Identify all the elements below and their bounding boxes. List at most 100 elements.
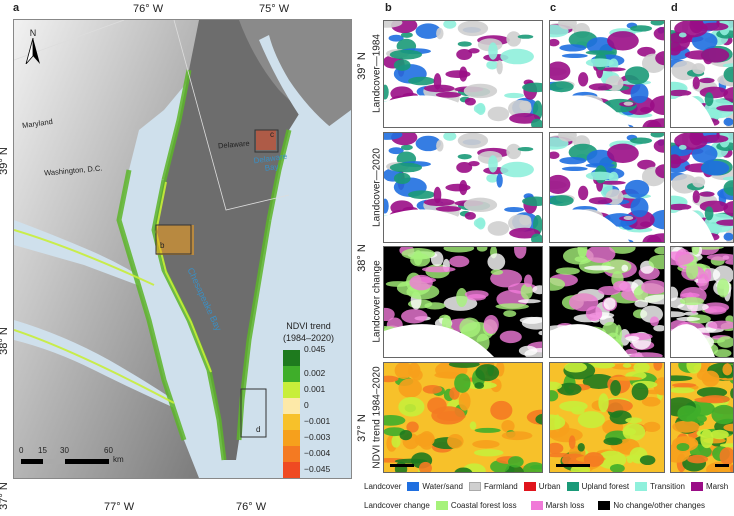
map-patch <box>699 191 715 197</box>
inset-box-b <box>155 224 192 255</box>
map-patch <box>500 48 534 65</box>
scale-tick-60: 60 <box>104 446 113 455</box>
legend-swatch <box>598 501 611 510</box>
map-patch <box>687 454 709 464</box>
ndvi-class-label: 0 <box>304 400 309 410</box>
map-patch <box>653 363 663 371</box>
map-patch <box>644 294 664 305</box>
map-patch <box>723 180 733 196</box>
map-patch <box>472 440 500 449</box>
map-patch <box>716 105 733 112</box>
map-patch <box>520 283 533 300</box>
map-patch <box>487 253 506 271</box>
map-patch <box>625 335 640 341</box>
map-patch <box>436 140 444 152</box>
map-patch <box>708 468 719 472</box>
ndvi-legend-period: (1984–2020) <box>282 333 335 343</box>
map-patch <box>679 297 705 306</box>
scale-tick-0: 0 <box>19 446 24 455</box>
lat-left-37: 37° N <box>0 482 10 510</box>
map-patch <box>443 247 475 253</box>
legend-swatch <box>435 501 448 510</box>
panel-b-row-4 <box>383 362 543 473</box>
map-patch <box>610 380 621 396</box>
map-patch <box>523 274 533 288</box>
map-patch <box>699 77 715 84</box>
map-patch <box>459 317 481 338</box>
map-patch <box>443 133 457 141</box>
map-patch <box>655 51 664 66</box>
map-patch <box>464 97 476 106</box>
map-patch <box>445 183 471 192</box>
row-label-landcover-change: Landcover change <box>371 260 383 343</box>
map-patch <box>701 370 720 387</box>
panel-label-d: d <box>671 2 678 14</box>
map-patch <box>504 92 525 99</box>
map-patch <box>630 25 653 32</box>
map-patch <box>488 42 498 60</box>
map-patch <box>522 82 542 93</box>
map-patch <box>409 274 433 291</box>
panel-label-b: b <box>385 2 392 14</box>
map-patch <box>719 443 733 448</box>
map-patch <box>458 392 471 411</box>
map-patch <box>671 89 692 97</box>
map-patch <box>643 421 661 432</box>
map-patch <box>568 435 576 449</box>
map-patch <box>538 330 542 336</box>
western-shore <box>14 20 204 478</box>
row-label-ndvi-line2: 1984–2020 <box>371 366 383 417</box>
inset-box-d <box>240 388 267 438</box>
map-patch <box>671 41 682 56</box>
ndvi-class-label: 0.001 <box>304 384 326 394</box>
map-patch <box>649 209 664 230</box>
map-patch <box>517 34 534 39</box>
map-patch <box>568 293 599 312</box>
map-patch <box>672 382 697 388</box>
map-patch <box>641 279 664 295</box>
map-patch <box>700 429 714 449</box>
map-patch <box>411 369 423 381</box>
map-patch <box>692 176 706 188</box>
map-patch <box>435 91 462 98</box>
map-patch <box>639 455 656 466</box>
map-patch <box>422 384 443 394</box>
panel-b-row-2 <box>383 132 543 243</box>
map-patch <box>615 324 623 343</box>
map-patch <box>486 173 499 183</box>
ndvi-swatch <box>283 398 300 414</box>
map-patch <box>729 464 733 472</box>
map-patch <box>435 205 462 212</box>
map-patch <box>456 49 473 60</box>
map-patch <box>550 174 571 194</box>
ndvi-swatch <box>283 462 300 478</box>
ndvi-swatch <box>283 414 300 430</box>
map-patch <box>692 190 700 204</box>
chesapeake-map[interactable]: b c d N Maryland Washington, D.C. Delawa… <box>13 19 352 479</box>
map-patch <box>582 374 616 389</box>
map-patch <box>577 442 585 452</box>
map-patch <box>577 411 605 429</box>
map-patch <box>499 330 522 344</box>
map-patch <box>671 154 682 169</box>
map-patch <box>706 253 733 261</box>
map-patch <box>599 180 626 185</box>
map-patch <box>558 133 577 142</box>
map-patch <box>607 31 639 51</box>
map-patch <box>603 297 616 310</box>
map-patch <box>550 81 574 93</box>
map-patch <box>585 171 614 181</box>
panel-d-row-1 <box>670 20 734 128</box>
map-patch <box>508 214 532 232</box>
map-patch <box>722 63 733 68</box>
map-patch <box>603 437 623 446</box>
map-patch <box>550 427 583 443</box>
panel-label-a: a <box>13 2 20 14</box>
map-patch <box>550 277 566 291</box>
map-patch <box>521 316 542 330</box>
map-patch <box>700 47 730 63</box>
map-patch <box>457 21 489 37</box>
row-label-landcover-1984: Landcover—1984 <box>371 34 383 113</box>
legend-swatch <box>530 501 543 510</box>
panel-c-row-2 <box>549 132 665 243</box>
